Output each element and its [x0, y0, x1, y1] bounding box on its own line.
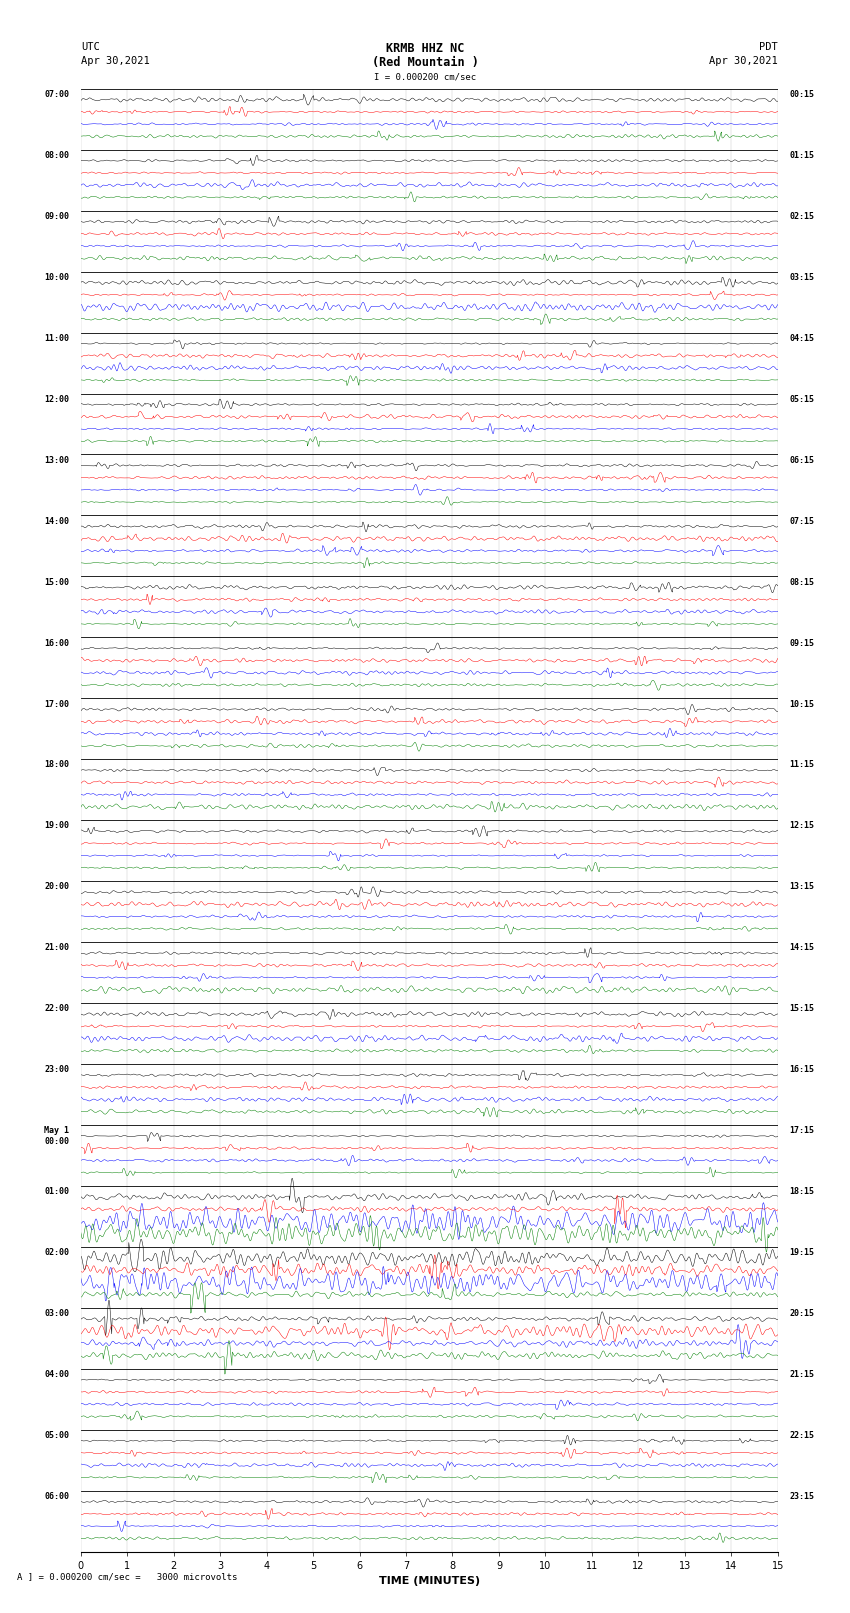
Text: 11:15: 11:15	[790, 760, 814, 769]
Text: 23:00: 23:00	[44, 1065, 69, 1074]
Text: 09:15: 09:15	[790, 639, 814, 647]
Text: 04:00: 04:00	[44, 1369, 69, 1379]
Text: 16:00: 16:00	[44, 639, 69, 647]
X-axis label: TIME (MINUTES): TIME (MINUTES)	[379, 1576, 479, 1586]
Text: A ] = 0.000200 cm/sec =   3000 microvolts: A ] = 0.000200 cm/sec = 3000 microvolts	[17, 1571, 237, 1581]
Text: 02:00: 02:00	[44, 1248, 69, 1257]
Text: 05:00: 05:00	[44, 1431, 69, 1440]
Text: 06:00: 06:00	[44, 1492, 69, 1502]
Text: 22:00: 22:00	[44, 1005, 69, 1013]
Text: 06:15: 06:15	[790, 456, 814, 465]
Text: Apr 30,2021: Apr 30,2021	[709, 56, 778, 66]
Text: May 1
00:00: May 1 00:00	[44, 1126, 69, 1145]
Text: UTC: UTC	[81, 42, 99, 52]
Text: 01:15: 01:15	[790, 152, 814, 160]
Text: PDT: PDT	[759, 42, 778, 52]
Text: 16:15: 16:15	[790, 1065, 814, 1074]
Text: 10:15: 10:15	[790, 700, 814, 708]
Text: 15:15: 15:15	[790, 1005, 814, 1013]
Text: 10:00: 10:00	[44, 273, 69, 282]
Text: 11:00: 11:00	[44, 334, 69, 344]
Text: 13:15: 13:15	[790, 882, 814, 892]
Text: 08:00: 08:00	[44, 152, 69, 160]
Text: 23:15: 23:15	[790, 1492, 814, 1502]
Text: 04:15: 04:15	[790, 334, 814, 344]
Text: I = 0.000200 cm/sec: I = 0.000200 cm/sec	[374, 73, 476, 82]
Text: 17:00: 17:00	[44, 700, 69, 708]
Text: (Red Mountain ): (Red Mountain )	[371, 56, 479, 69]
Text: 18:00: 18:00	[44, 760, 69, 769]
Text: 02:15: 02:15	[790, 211, 814, 221]
Text: 00:15: 00:15	[790, 90, 814, 98]
Text: 21:15: 21:15	[790, 1369, 814, 1379]
Text: 22:15: 22:15	[790, 1431, 814, 1440]
Text: 07:15: 07:15	[790, 516, 814, 526]
Text: 20:00: 20:00	[44, 882, 69, 892]
Text: 09:00: 09:00	[44, 211, 69, 221]
Text: 20:15: 20:15	[790, 1310, 814, 1318]
Text: 14:15: 14:15	[790, 944, 814, 952]
Text: 03:00: 03:00	[44, 1310, 69, 1318]
Text: 08:15: 08:15	[790, 577, 814, 587]
Text: 13:00: 13:00	[44, 456, 69, 465]
Text: 12:15: 12:15	[790, 821, 814, 831]
Text: 21:00: 21:00	[44, 944, 69, 952]
Text: 18:15: 18:15	[790, 1187, 814, 1197]
Text: 01:00: 01:00	[44, 1187, 69, 1197]
Text: 05:15: 05:15	[790, 395, 814, 403]
Text: 19:15: 19:15	[790, 1248, 814, 1257]
Text: 03:15: 03:15	[790, 273, 814, 282]
Text: KRMB HHZ NC: KRMB HHZ NC	[386, 42, 464, 55]
Text: 17:15: 17:15	[790, 1126, 814, 1136]
Text: 19:00: 19:00	[44, 821, 69, 831]
Text: Apr 30,2021: Apr 30,2021	[81, 56, 150, 66]
Text: 12:00: 12:00	[44, 395, 69, 403]
Text: 14:00: 14:00	[44, 516, 69, 526]
Text: 15:00: 15:00	[44, 577, 69, 587]
Text: 07:00: 07:00	[44, 90, 69, 98]
